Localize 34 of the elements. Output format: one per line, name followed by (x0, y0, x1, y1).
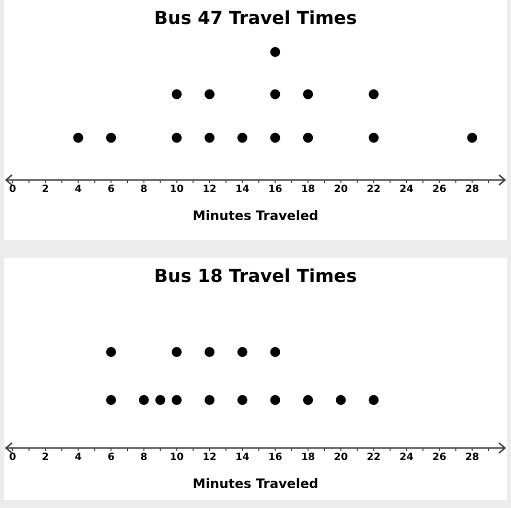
x-tick-label: 6 (108, 452, 115, 464)
x-axis-title: Minutes Traveled (192, 209, 318, 224)
x-tick-label: 12 (202, 452, 217, 464)
chart-title: Bus 18 Travel Times (153, 265, 358, 289)
x-tick-label: 14 (235, 184, 250, 196)
x-tick-label: 26 (432, 184, 446, 196)
x-tick-label: 14 (235, 452, 250, 464)
x-tick-label: 16 (268, 184, 282, 196)
x-tick-label: 22 (366, 452, 381, 464)
x-tick-label: 24 (400, 452, 414, 464)
x-tick-label: 0 (9, 452, 16, 464)
x-tick-label: 26 (432, 452, 446, 464)
x-tick-label: 24 (400, 184, 414, 196)
chart-title: Bus 47 Travel Times (153, 7, 358, 31)
x-axis-title: Minutes Traveled (192, 477, 318, 492)
x-tick-label: 18 (301, 452, 316, 464)
x-tick-label: 20 (334, 184, 348, 196)
x-tick-label: 18 (301, 184, 316, 196)
x-tick-label: 8 (140, 184, 148, 196)
x-tick-label: 12 (202, 184, 217, 196)
x-tick-label: 8 (140, 452, 148, 464)
x-tick-label: 2 (42, 452, 49, 464)
x-tick-label: 28 (465, 452, 480, 464)
x-tick-label: 6 (108, 184, 115, 196)
x-tick-label: 0 (9, 184, 16, 196)
x-tick-label: 20 (334, 452, 348, 464)
x-tick-label: 10 (170, 452, 184, 464)
x-tick-label: 22 (366, 184, 381, 196)
x-tick-label: 10 (170, 184, 184, 196)
x-tick-label: 4 (74, 452, 82, 464)
x-tick-label: 16 (268, 452, 282, 464)
x-tick-label: 28 (465, 184, 480, 196)
x-tick-label: 2 (42, 184, 49, 196)
x-tick-label: 4 (74, 184, 82, 196)
